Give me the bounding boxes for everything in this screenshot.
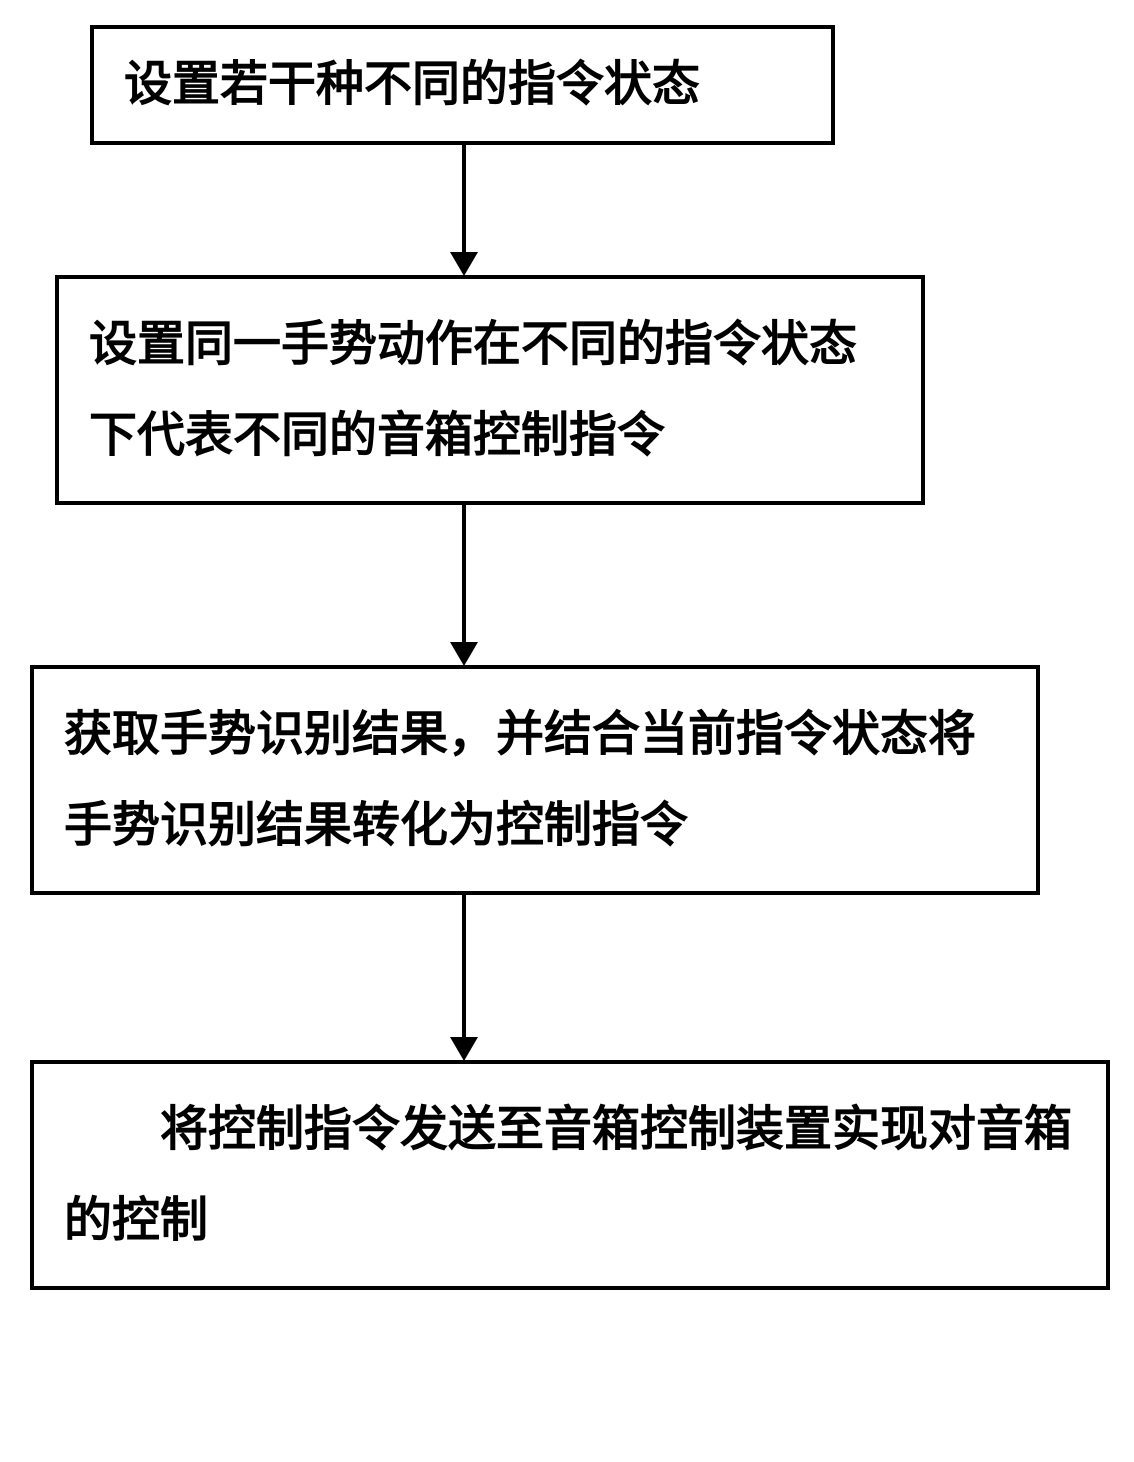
arrow-3-line: [462, 895, 466, 1038]
flowchart-node-2: 设置同一手势动作在不同的指令状态下代表不同的音箱控制指令: [55, 275, 925, 505]
node-3-text: 获取手势识别结果，并结合当前指令状态将手势识别结果转化为控制指令: [64, 689, 1006, 871]
arrow-1: [450, 145, 478, 276]
arrow-1-head: [450, 252, 478, 276]
flowchart-node-3: 获取手势识别结果，并结合当前指令状态将手势识别结果转化为控制指令: [30, 665, 1040, 895]
arrow-2-line: [462, 505, 466, 643]
arrow-3-head: [450, 1037, 478, 1061]
flowchart-container: 设置若干种不同的指令状态 设置同一手势动作在不同的指令状态下代表不同的音箱控制指…: [0, 0, 1134, 1462]
flowchart-node-4: 将控制指令发送至音箱控制装置实现对音箱的控制: [30, 1060, 1110, 1290]
flowchart-node-1: 设置若干种不同的指令状态: [90, 25, 835, 145]
arrow-2: [450, 505, 478, 666]
node-1-text: 设置若干种不同的指令状态: [124, 39, 801, 130]
arrow-2-head: [450, 642, 478, 666]
node-4-text: 将控制指令发送至音箱控制装置实现对音箱的控制: [64, 1084, 1076, 1266]
arrow-3: [450, 895, 478, 1061]
node-2-text: 设置同一手势动作在不同的指令状态下代表不同的音箱控制指令: [89, 299, 891, 481]
arrow-1-line: [462, 145, 466, 253]
